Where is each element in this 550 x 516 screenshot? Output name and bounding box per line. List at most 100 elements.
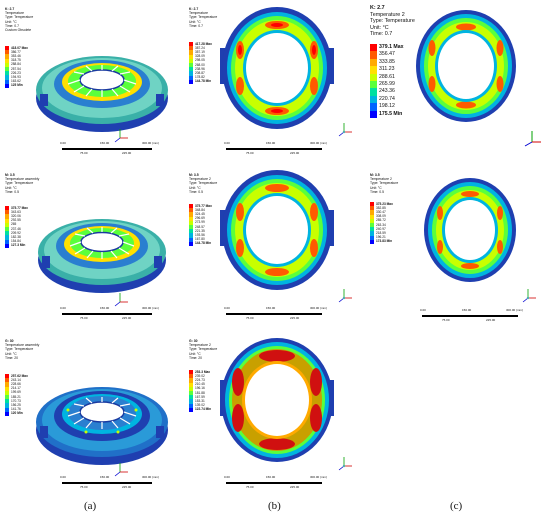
panel-header: K: 2.7 Temperature Type: Temperature Uni… bbox=[5, 7, 33, 32]
legend-label: 194.93 bbox=[11, 74, 21, 79]
legend-swatch bbox=[189, 233, 193, 238]
legend-swatch bbox=[189, 391, 193, 396]
legend-label: 196.16 bbox=[195, 386, 205, 391]
scale-tick: 0.00 bbox=[224, 475, 230, 479]
legend-swatch bbox=[189, 67, 193, 72]
axis-triad bbox=[522, 289, 536, 303]
legend-swatch bbox=[5, 374, 9, 379]
legend-swatch bbox=[5, 399, 9, 404]
legend-label: 175.5 Min bbox=[379, 110, 403, 117]
scale-tick: 0.00 bbox=[224, 306, 230, 310]
legend-swatch bbox=[370, 66, 377, 74]
scale-bar: 0.00 150.00 300.00 (mm) 75.00 225.00 bbox=[224, 306, 336, 324]
header-line: G: 30 bbox=[189, 339, 198, 343]
axis-triad bbox=[338, 289, 352, 303]
legend-swatch bbox=[189, 220, 193, 225]
scale-tick: 225.00 bbox=[290, 485, 300, 489]
legend-label: 320.06 bbox=[11, 213, 21, 218]
header-line: K: 2.7 bbox=[189, 7, 199, 11]
legend-swatch bbox=[5, 390, 9, 395]
legend-swatch bbox=[370, 231, 374, 236]
legend-label: 144.78 Min bbox=[195, 79, 212, 84]
legend-label: 224.73 bbox=[195, 377, 205, 382]
scale-bar: 0.00 150.00 300.00 (mm) 75.00 225.00 bbox=[224, 141, 336, 159]
legend-label: 417.28 Max bbox=[195, 41, 212, 46]
panel-r3a: G: 30 Temperature assembly Type: Tempera… bbox=[2, 334, 180, 494]
legend-label: 357.19 bbox=[195, 49, 205, 54]
scale-tick: 300.00 (mm) bbox=[506, 308, 524, 312]
legend-label: 265.99 bbox=[379, 81, 395, 87]
header-line: Temperature assembly bbox=[5, 177, 40, 182]
legend-swatch bbox=[189, 399, 193, 404]
legend-swatch bbox=[5, 50, 9, 55]
legend-swatch bbox=[5, 58, 9, 63]
scale-tick: 0.00 bbox=[60, 475, 66, 479]
legend-swatch bbox=[5, 231, 9, 236]
legend-swatch bbox=[5, 386, 9, 391]
axis-triad bbox=[338, 457, 352, 471]
caption-a: (a) bbox=[84, 500, 97, 512]
header-line: K: 2.7 bbox=[370, 5, 385, 11]
legend-label: 214.17 bbox=[11, 386, 21, 391]
legend-label: 265 bbox=[11, 222, 17, 227]
header-line: Temperature 2 bbox=[189, 343, 211, 348]
axis-triad bbox=[114, 129, 128, 143]
legend-swatch bbox=[370, 235, 374, 240]
legend-label: 311.23 bbox=[379, 66, 395, 73]
header-line: Type: Temperature bbox=[5, 15, 34, 20]
panel-header: G: 30 Temperature 2 Type: Temperature Un… bbox=[189, 339, 217, 360]
scale-bar: 0.00 150.00 300.00 (mm) 75.00 225.00 bbox=[60, 475, 162, 493]
legend-label: 285.72 bbox=[376, 218, 386, 223]
scale-tick: 225.00 bbox=[122, 485, 132, 489]
legend-label: 352.85 bbox=[376, 205, 386, 210]
friction-plate-contour bbox=[220, 170, 334, 290]
legend-label: 141.76 bbox=[11, 407, 21, 412]
legend-swatch bbox=[5, 235, 9, 240]
legend-label: 120 Min bbox=[11, 411, 23, 416]
legend-label: 237.46 bbox=[11, 226, 21, 231]
scale-tick: 0.00 bbox=[60, 141, 66, 145]
scale-tick: 225.00 bbox=[486, 318, 496, 322]
legend-label: 238.96 bbox=[195, 66, 205, 71]
legend-swatch bbox=[189, 382, 193, 387]
legend-label: 156.25 bbox=[11, 402, 21, 407]
friction-plate-contour bbox=[220, 7, 334, 129]
scale-tick: 150.00 bbox=[100, 141, 110, 145]
legend-swatch bbox=[189, 50, 193, 55]
header-line: Unit: °C bbox=[189, 19, 201, 24]
header-line: Unit: °C bbox=[5, 19, 17, 24]
legend-swatch bbox=[5, 403, 9, 408]
header-line: Unit: °C bbox=[370, 185, 382, 190]
legend-label: 296.69 bbox=[195, 216, 205, 221]
header-line: Type: Temperature bbox=[5, 347, 34, 352]
legend-swatch bbox=[370, 58, 377, 67]
legend-swatch bbox=[370, 227, 374, 232]
legend-swatch bbox=[370, 110, 377, 118]
legend-swatch bbox=[189, 216, 193, 221]
header-line: Temperature 2 bbox=[370, 11, 405, 18]
legend-swatch bbox=[189, 54, 193, 59]
scale-tick: 150.00 bbox=[266, 141, 276, 145]
header-line: Time: 20 bbox=[5, 355, 19, 360]
legend-swatch bbox=[5, 222, 9, 227]
header-line: K: 2.7 bbox=[5, 7, 15, 11]
header-line: Time: 0.5 bbox=[5, 189, 20, 194]
header-line: Type: Temperature bbox=[189, 15, 218, 20]
legend-swatch bbox=[370, 88, 377, 96]
legend-label: 375.23 Max bbox=[376, 201, 393, 206]
header-line: Type: Temperature bbox=[370, 181, 399, 186]
legend-swatch bbox=[370, 81, 377, 89]
header-line: Unit: °C bbox=[5, 351, 17, 356]
legend-label: 208.87 bbox=[195, 70, 205, 75]
header-line: Temperature bbox=[5, 11, 25, 16]
legend-label: 268.00 bbox=[195, 62, 205, 67]
header-line: Unit: °C bbox=[189, 185, 201, 190]
header-line: Time: 0.7 bbox=[370, 31, 393, 38]
scale-tick: 150.00 bbox=[100, 306, 110, 310]
legend-swatch bbox=[189, 46, 193, 51]
legend-label: 353.46 bbox=[11, 53, 21, 58]
legend-swatch bbox=[5, 83, 9, 88]
panel-header: M: 3.5 Temperature 2 Type: Temperature U… bbox=[370, 173, 398, 194]
header-line: Unit: °C bbox=[370, 24, 389, 31]
header-line: M: 3.5 bbox=[189, 173, 199, 177]
